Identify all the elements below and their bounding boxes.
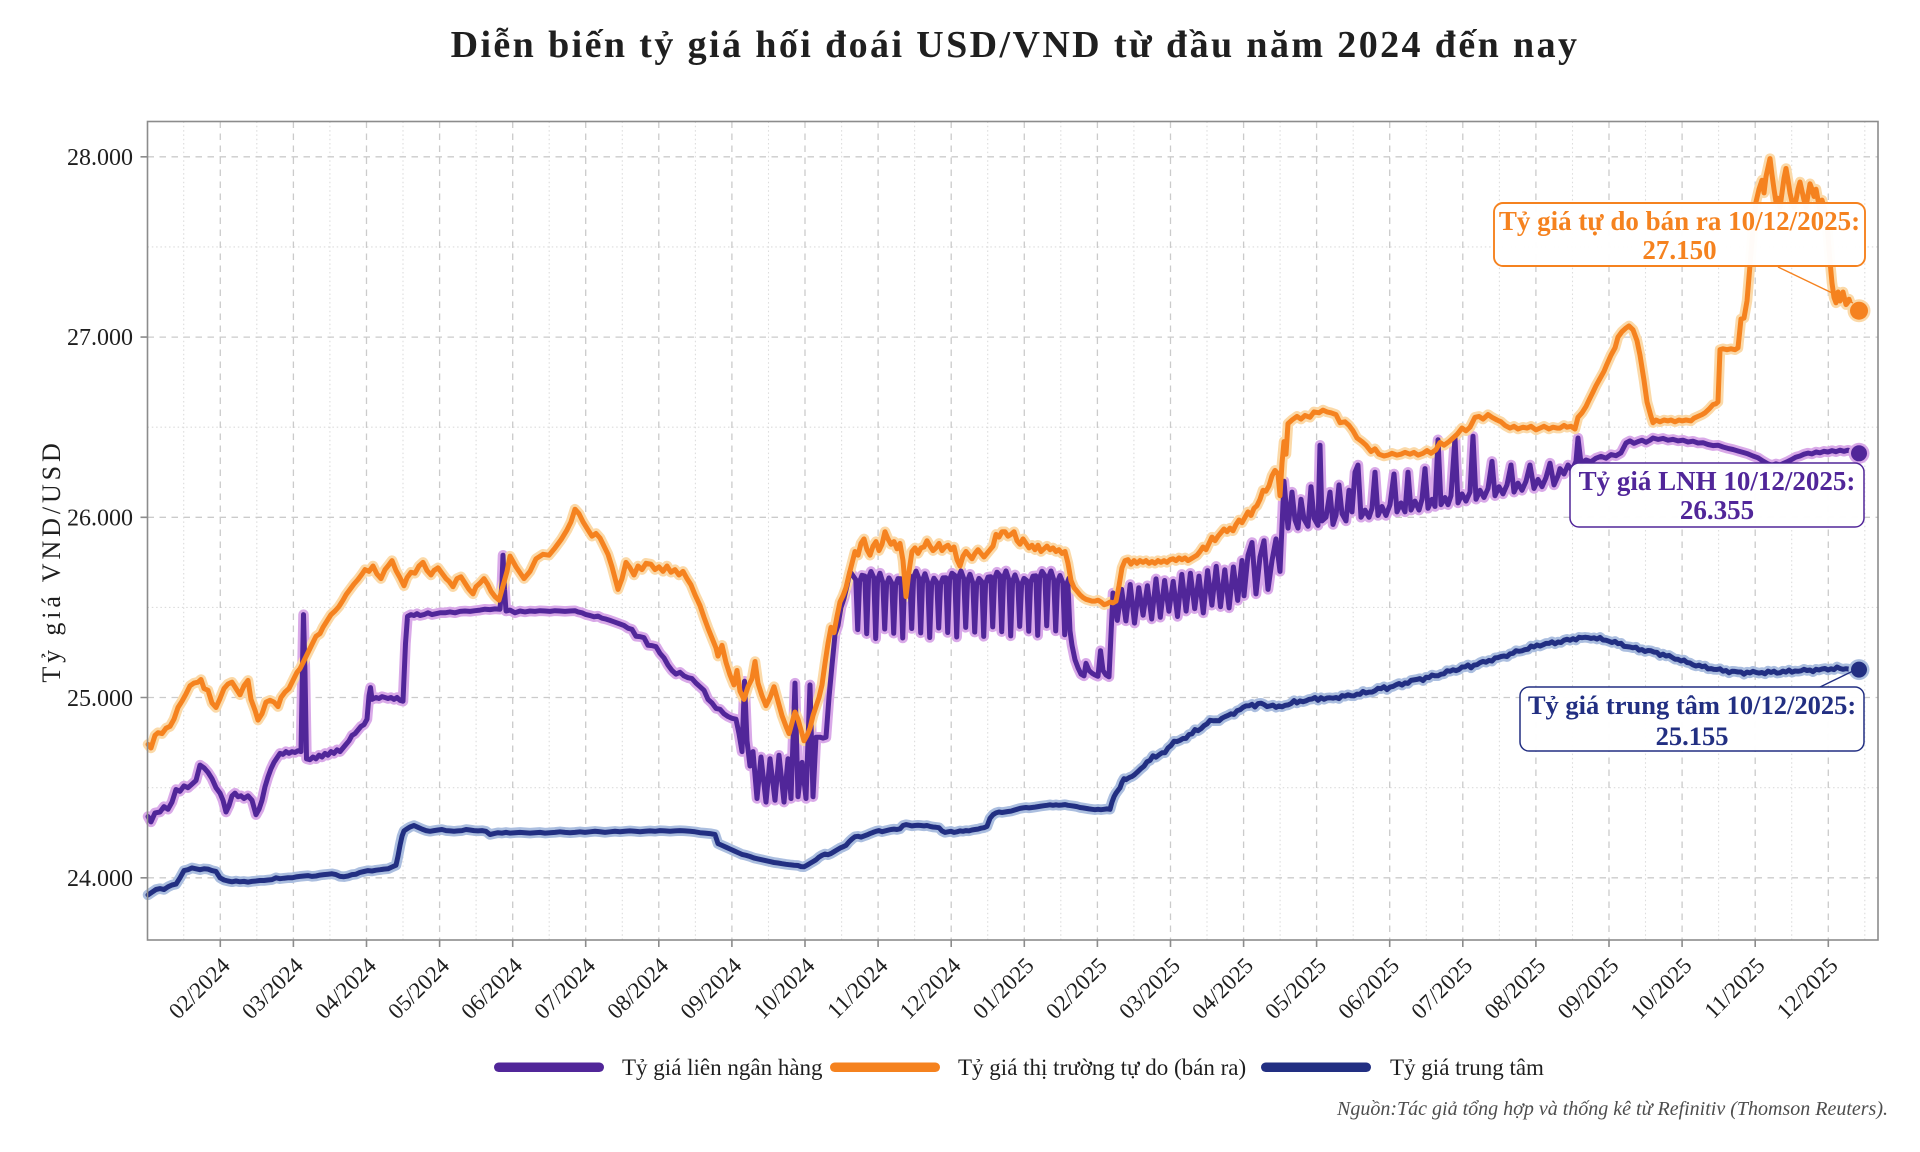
svg-text:25.000: 25.000: [67, 686, 133, 712]
svg-text:28.000: 28.000: [67, 145, 133, 171]
svg-text:25.155: 25.155: [1656, 721, 1729, 751]
svg-text:Tỷ giá trung tâm: Tỷ giá trung tâm: [1390, 1055, 1544, 1080]
svg-text:Nguồn:Tác giả tổng hợp và thốn: Nguồn:Tác giả tổng hợp và thống kê từ Re…: [1336, 1098, 1888, 1120]
svg-text:Tỷ giá VND/USD: Tỷ giá VND/USD: [37, 439, 66, 682]
svg-text:Tỷ giá thị trường tự do (bán r: Tỷ giá thị trường tự do (bán ra): [958, 1055, 1246, 1080]
svg-text:Tỷ giá LNH 10/12/2025:: Tỷ giá LNH 10/12/2025:: [1579, 466, 1856, 496]
svg-text:Tỷ giá trung tâm 10/12/2025:: Tỷ giá trung tâm 10/12/2025:: [1528, 690, 1856, 720]
svg-text:Diễn biến tỷ giá hối đoái USD/: Diễn biến tỷ giá hối đoái USD/VND từ đầu…: [451, 24, 1580, 66]
svg-text:Tỷ giá tự do bán ra 10/12/2025: Tỷ giá tự do bán ra 10/12/2025:: [1499, 206, 1860, 236]
svg-text:27.150: 27.150: [1642, 235, 1716, 265]
svg-text:26.355: 26.355: [1680, 495, 1754, 525]
svg-text:Tỷ giá liên ngân hàng: Tỷ giá liên ngân hàng: [622, 1055, 823, 1080]
svg-text:24.000: 24.000: [67, 866, 133, 892]
svg-text:26.000: 26.000: [67, 506, 133, 532]
svg-text:27.000: 27.000: [67, 325, 133, 351]
